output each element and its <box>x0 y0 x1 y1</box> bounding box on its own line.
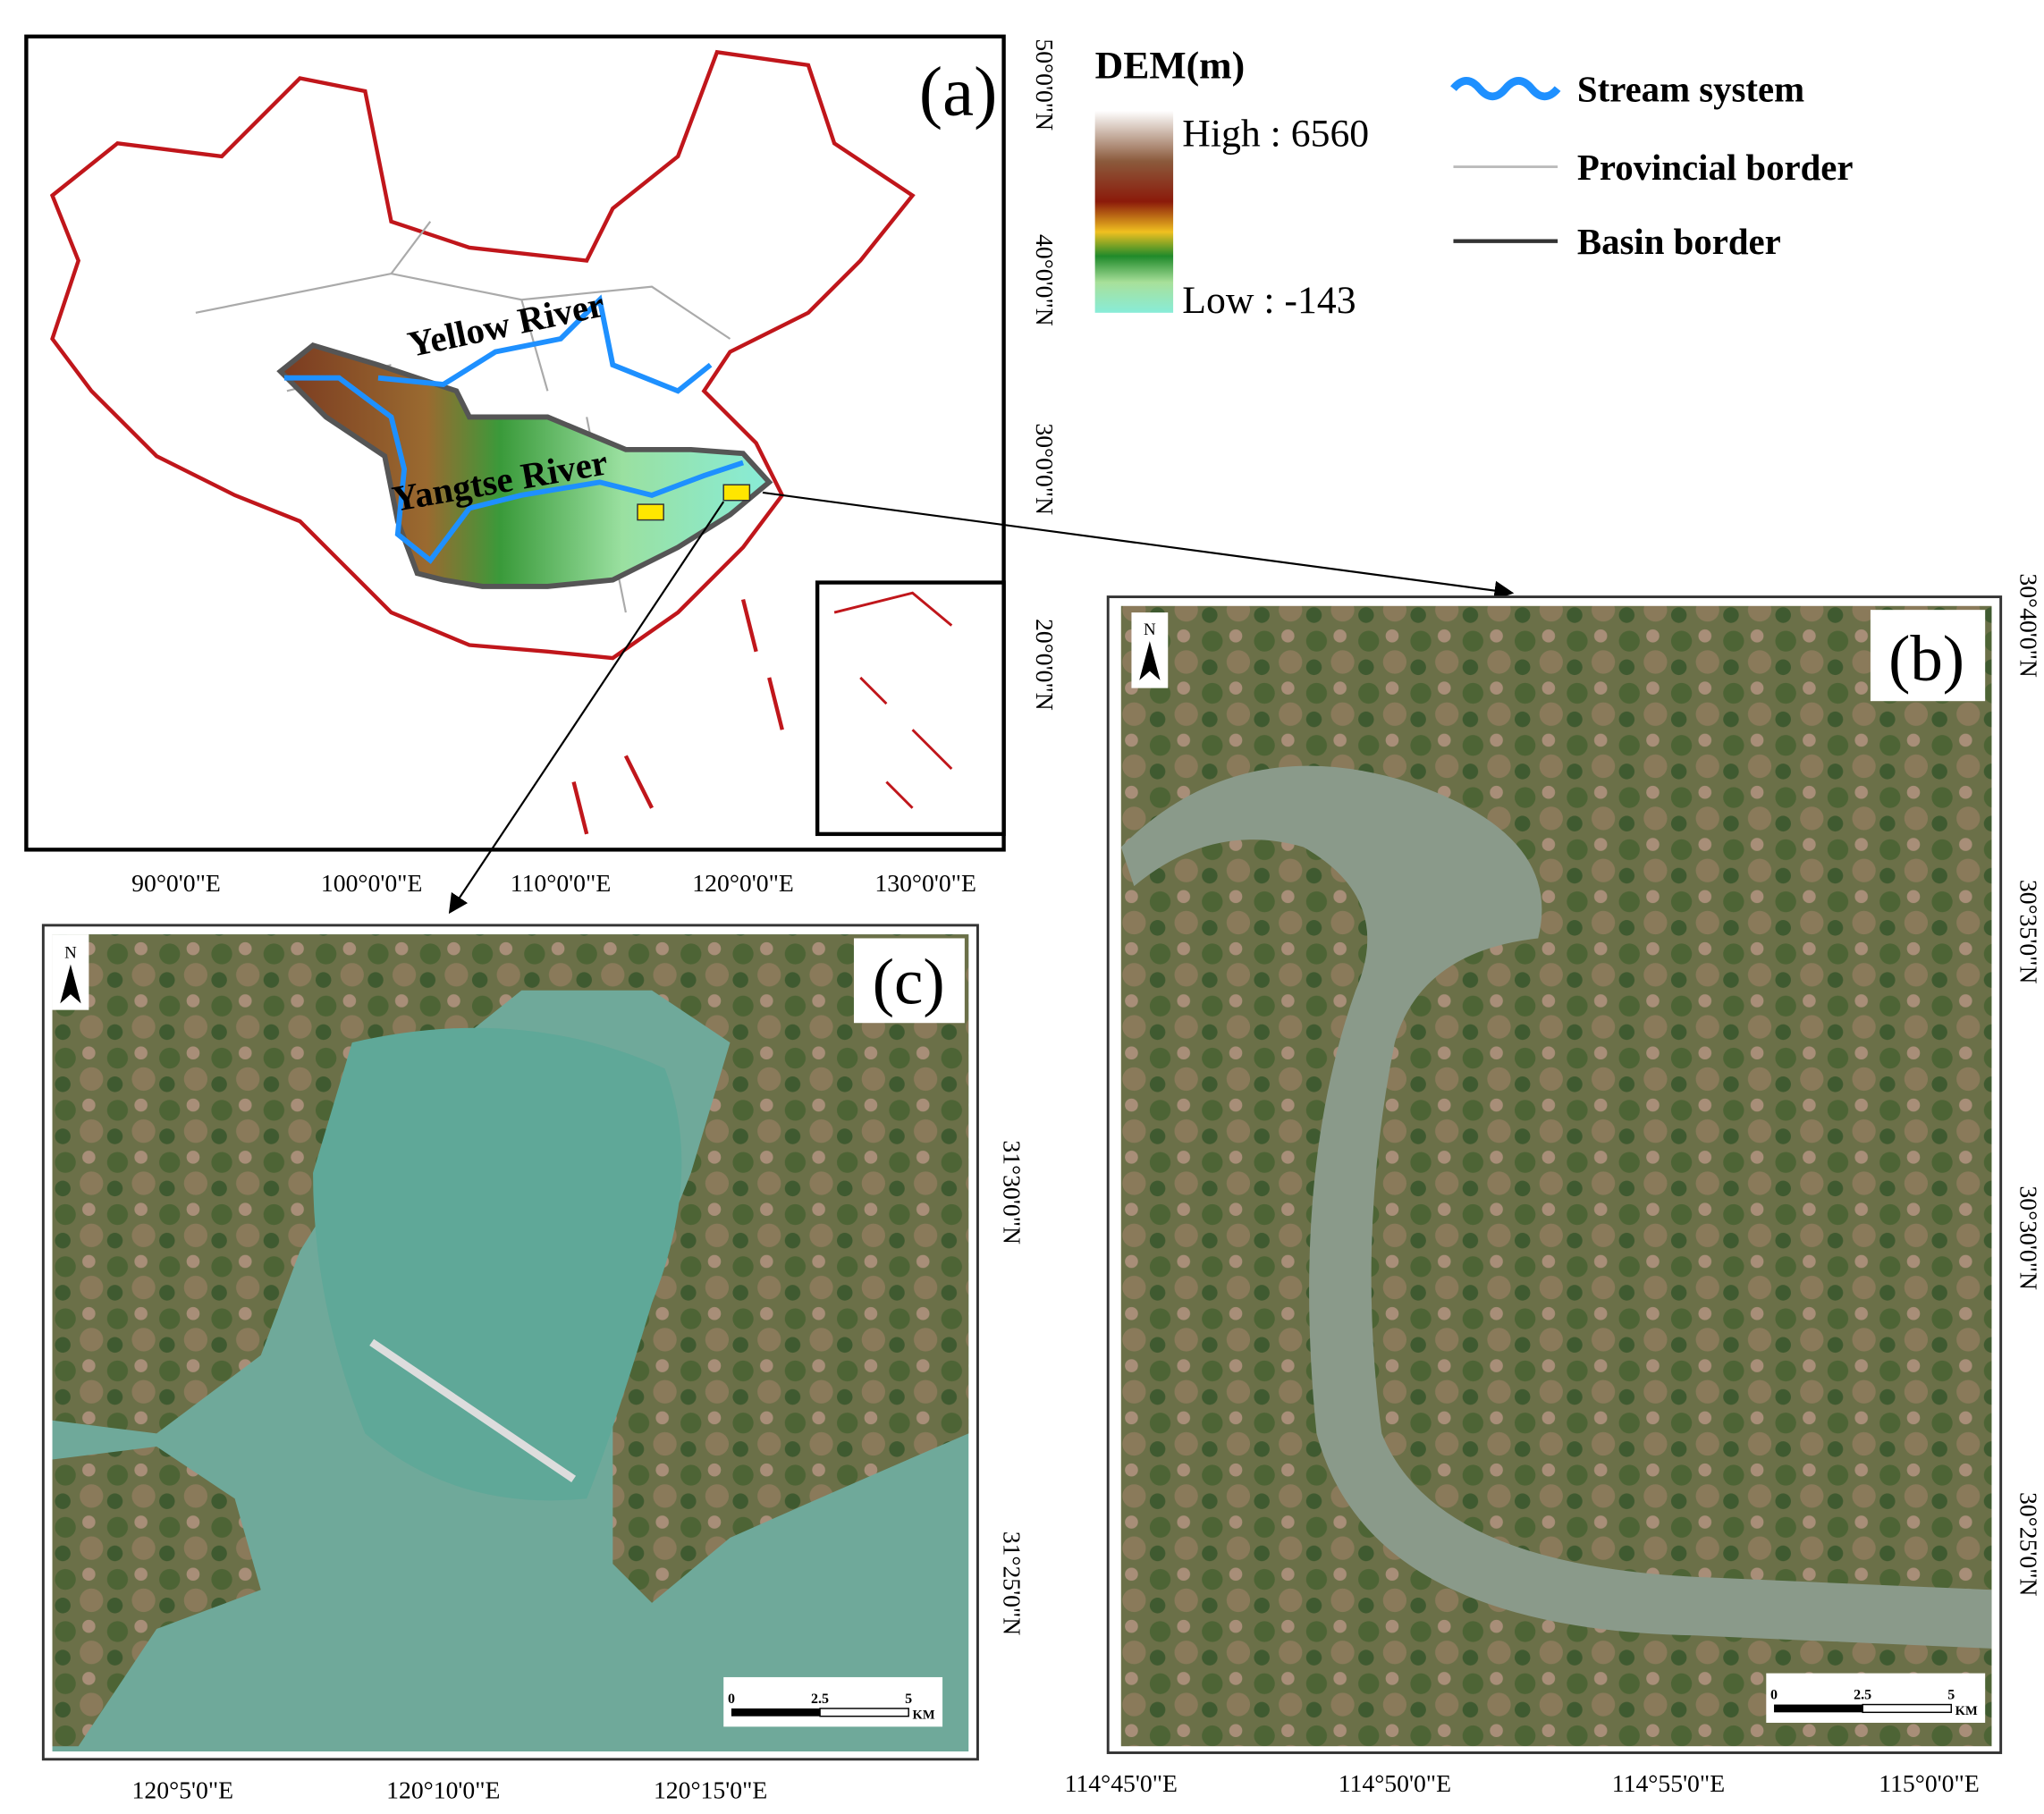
label-box <box>853 938 965 1024</box>
scale-bar <box>731 1708 821 1717</box>
legend-high: High : 6560 <box>1182 112 1369 155</box>
inset <box>815 580 1006 837</box>
river <box>1120 765 1992 1649</box>
lat-tick-label: 30°35'0"N <box>2015 880 2043 984</box>
legend-swatch <box>1450 77 1561 101</box>
scale-unit: KM <box>1955 1704 1978 1718</box>
label-box <box>1870 610 1986 702</box>
arrow <box>448 501 725 915</box>
legend-item: Provincial border <box>1577 148 1854 188</box>
north-label: N <box>1144 620 1156 639</box>
scale-bar <box>1862 1703 1953 1714</box>
lat-tick-label: 40°0'0"N <box>1031 234 1059 326</box>
scale-bg <box>723 1676 943 1727</box>
lat-tick-label: 30°25'0"N <box>2015 1492 2043 1597</box>
lon-tick-label: 114°45'0"E <box>1065 1769 1178 1797</box>
lon-tick-label: 114°55'0"E <box>1612 1769 1725 1797</box>
panel-label: (b) <box>1888 622 1964 695</box>
scale-bar <box>1774 1704 1863 1713</box>
panel-label: (c) <box>873 945 945 1017</box>
yellow-river <box>377 294 713 394</box>
scale-label: 2.5 <box>811 1692 829 1707</box>
lon-tick-label: 114°50'0"E <box>1339 1769 1451 1797</box>
north-label: N <box>64 943 77 962</box>
scale-unit: KM <box>913 1709 935 1723</box>
land <box>52 934 969 1603</box>
arrow <box>762 491 1515 601</box>
panel-b: N (b) 0 2.5 5KM 30°40'0"N 30°35'0"N 30°30'0"… <box>1065 573 2043 1797</box>
lat-tick-label: 31°30'0"N <box>999 1140 1026 1244</box>
legend-low: Low : -143 <box>1182 279 1356 322</box>
lat-tick-label: 20°0'0"N <box>1031 619 1059 711</box>
lon-tick-label: 90°0'0"E <box>131 869 221 897</box>
lon-tick-label: 110°0'0"E <box>511 869 611 897</box>
lake <box>313 1027 682 1501</box>
site-marker <box>722 484 751 502</box>
lon-tick-label: 120°0'0"E <box>692 869 794 897</box>
lon-tick-label: 120°15'0"E <box>654 1776 767 1804</box>
panel-a: (a) Yellow River Yangtse River 50°0'0"N4… <box>24 34 1059 897</box>
north-arrow <box>1139 641 1161 680</box>
scale-label: 2.5 <box>1854 1688 1871 1703</box>
inset-islands <box>833 591 953 809</box>
lon-tick-label: 100°0'0"E <box>321 869 423 897</box>
legend: DEM(m) High : 6560 Low : -143 Stream sys… <box>1094 44 1854 322</box>
legend-item: Basin border <box>1577 222 1781 262</box>
lat-tick-label: 31°25'0"N <box>999 1531 1026 1636</box>
lat-tick-label: 30°40'0"N <box>2015 573 2043 678</box>
scale-label: 5 <box>1947 1688 1955 1703</box>
north-arrow <box>60 964 81 1004</box>
scale-bar <box>819 1708 909 1717</box>
scale-label: 0 <box>728 1692 735 1707</box>
legend-title: DEM(m) <box>1095 44 1246 87</box>
lon-tick-label: 115°0'0"E <box>1879 1769 1979 1797</box>
legend-item: Stream system <box>1577 70 1804 110</box>
scale-label: 0 <box>1770 1688 1778 1703</box>
lon-tick-label: 120°5'0"E <box>132 1776 233 1804</box>
site-marker <box>637 503 664 521</box>
panel-c: N (c) 0 2.5 5KM 31°30'0"N 31°25'0"N 120°5'0"… <box>41 924 1026 1804</box>
land <box>52 1446 261 1747</box>
lon-tick-label: 120°10'0"E <box>386 1776 500 1804</box>
scale-label: 5 <box>905 1692 912 1707</box>
lat-tick-label: 30°0'0"N <box>1031 423 1059 515</box>
lat-tick-label: 50°0'0"N <box>1031 38 1059 131</box>
lon-tick-label: 130°0'0"E <box>874 869 976 897</box>
dem-ramp <box>1094 110 1174 313</box>
panel-label: (a) <box>919 53 997 131</box>
islands <box>571 598 784 835</box>
yangtse-river <box>283 375 744 564</box>
scale-bg <box>1766 1673 1986 1723</box>
lat-tick-label: 30°30'0"N <box>2015 1185 2043 1290</box>
causeway <box>369 1338 577 1483</box>
